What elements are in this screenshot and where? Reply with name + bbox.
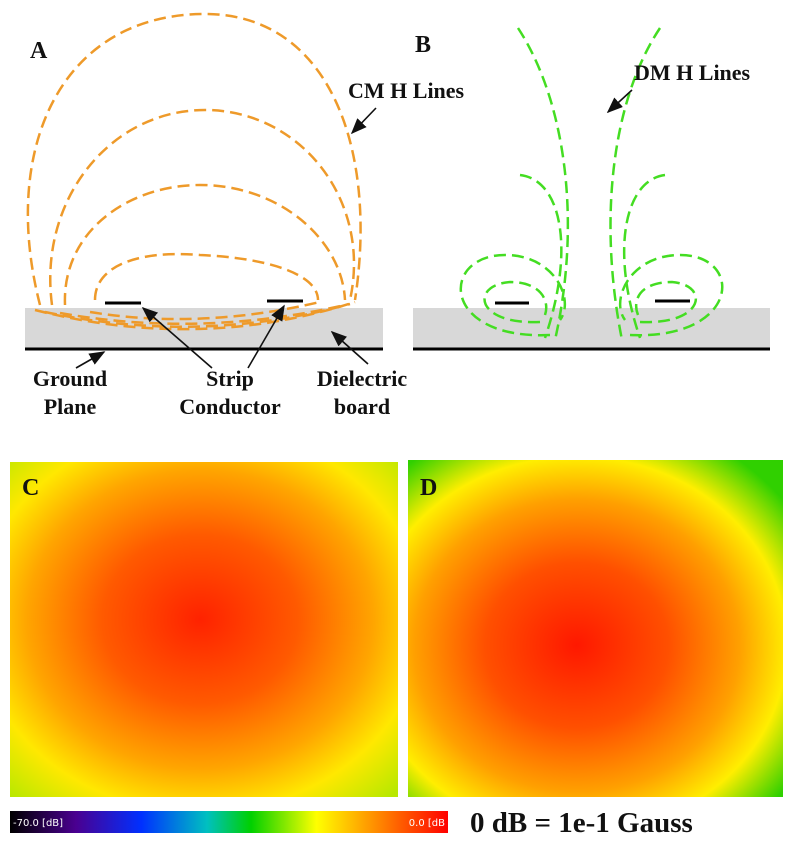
- colorbar: [10, 811, 448, 833]
- panel-label: A: [30, 38, 48, 64]
- colorbar-min: -70.0 [dB]: [13, 818, 63, 829]
- arrow: [608, 90, 632, 112]
- field-map: [408, 460, 783, 797]
- cm-lines: [28, 14, 361, 329]
- panel-label: C: [22, 475, 39, 501]
- figure: A CM H Lines Ground Plane Strip Conducto…: [0, 0, 790, 842]
- annotation: Ground: [33, 366, 107, 391]
- annotation: Plane: [44, 394, 97, 419]
- annotation: Dielectric: [317, 366, 408, 391]
- annotation: board: [334, 394, 390, 419]
- field-map: [10, 462, 398, 797]
- lines-label: DM H Lines: [634, 60, 751, 85]
- annotation: Conductor: [179, 394, 281, 419]
- reference: 0 dB = 1e-1 Gauss: [470, 807, 693, 839]
- arrow: [352, 108, 376, 133]
- lines-label: CM H Lines: [348, 78, 465, 103]
- panel-label: B: [415, 32, 431, 58]
- annotation: Strip: [206, 366, 254, 391]
- dielectric: [413, 308, 770, 348]
- colorbar-max: 0.0 [dB: [409, 818, 445, 829]
- panel-label: D: [420, 475, 437, 501]
